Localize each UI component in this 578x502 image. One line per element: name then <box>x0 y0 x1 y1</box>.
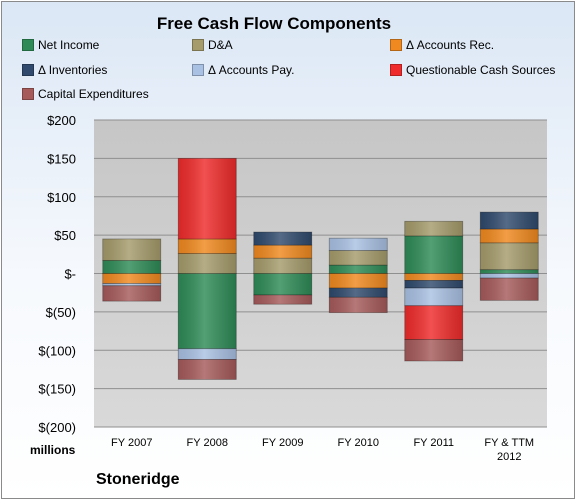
legend-swatch <box>390 39 402 51</box>
bar-shading <box>404 235 463 274</box>
legend-swatch <box>22 64 34 76</box>
y-tick-label: $150 <box>47 151 76 166</box>
bar-shading <box>404 288 463 306</box>
bar-shading <box>102 283 161 286</box>
bar-shading <box>329 297 388 313</box>
bar-shading <box>178 253 237 274</box>
bar-shading <box>253 232 312 246</box>
chart-title: Free Cash Flow Components <box>156 14 392 33</box>
bar-shading <box>480 242 539 270</box>
legend-swatch <box>22 88 34 100</box>
legend-item: Δ Accounts Pay. <box>192 63 295 77</box>
y-tick-label: $(50) <box>46 305 76 320</box>
bar-shading <box>102 273 161 284</box>
bar-shading <box>253 258 312 274</box>
bar-shading <box>102 238 161 261</box>
bar-shading <box>480 278 539 301</box>
bar-shading <box>253 273 312 295</box>
bar-shading <box>404 273 463 281</box>
bar-shading <box>102 285 161 302</box>
y-tick-label: $- <box>64 267 76 282</box>
legend-swatch <box>22 39 34 51</box>
bar-shading <box>329 238 388 251</box>
bar-shading <box>480 269 539 274</box>
legend-label: Δ Accounts Rec. <box>406 38 495 52</box>
y-tick-label: $(200) <box>38 420 76 435</box>
legend-item: Capital Expenditures <box>22 87 149 101</box>
legend-item: Questionable Cash Sources <box>390 63 555 77</box>
company-label: Stoneridge <box>96 471 180 488</box>
bar-shading <box>253 245 312 259</box>
x-tick-label: FY 2007 <box>111 437 152 449</box>
legend-swatch <box>192 39 204 51</box>
legend-swatch <box>192 64 204 76</box>
x-tick-label: FY & TTM 2012 <box>484 437 534 463</box>
y-tick-label: $200 <box>47 113 76 128</box>
bar-shading <box>329 288 388 298</box>
bar-shading <box>178 158 237 239</box>
legend-label: Capital Expenditures <box>38 87 149 101</box>
legend-item: Net Income <box>22 38 99 52</box>
legend-swatch <box>390 64 402 76</box>
x-tick-label: FY 2010 <box>338 437 379 449</box>
bar-shading <box>480 228 539 243</box>
legend-item: D&A <box>192 38 233 52</box>
bar-shading <box>329 265 388 274</box>
bar-shading <box>480 273 539 279</box>
legend-label: Net Income <box>38 38 100 52</box>
bar-shading <box>178 238 237 254</box>
y-tick-label: $(150) <box>38 382 76 397</box>
bar-shading <box>404 339 463 361</box>
bar-shading <box>329 273 388 289</box>
legend-item: Δ Inventories <box>22 63 107 77</box>
bar-shading <box>329 250 388 266</box>
legend-label: Δ Accounts Pay. <box>208 63 295 77</box>
legend-item: Δ Accounts Rec. <box>390 38 494 52</box>
y-tick-label: $50 <box>54 228 76 243</box>
bar-shading <box>404 305 463 340</box>
units-label: millions <box>30 443 76 457</box>
y-tick-label: $(100) <box>38 343 76 358</box>
bar-shading <box>178 348 237 360</box>
x-tick-label: FY 2011 <box>413 437 454 449</box>
bar-shading <box>404 221 463 236</box>
bar-shading <box>404 280 463 289</box>
bar-shading <box>178 359 237 380</box>
x-tick-label: FY 2008 <box>187 437 228 449</box>
y-tick-label: $100 <box>47 190 76 205</box>
bar-shading <box>178 273 237 349</box>
legend-label: Questionable Cash Sources <box>406 63 556 77</box>
bar-shading <box>102 260 161 274</box>
x-tick-label: FY 2009 <box>262 437 303 449</box>
legend-label: Δ Inventories <box>38 63 108 77</box>
bar-shading <box>480 212 539 229</box>
bar-shading <box>253 294 312 305</box>
legend-label: D&A <box>208 38 233 52</box>
